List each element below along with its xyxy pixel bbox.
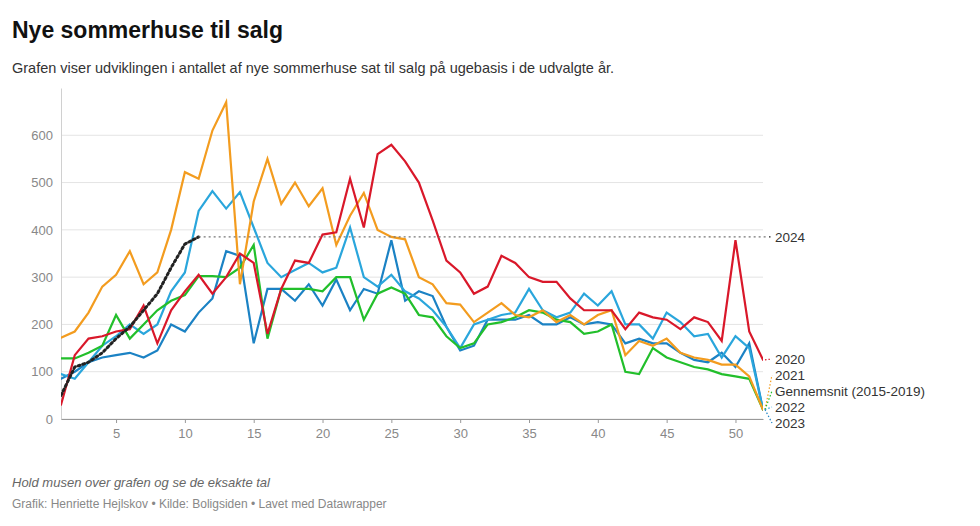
series-line bbox=[61, 191, 763, 409]
legend-label: 2020 bbox=[775, 352, 805, 367]
x-tick-label: 10 bbox=[178, 426, 192, 441]
x-tick-mark bbox=[391, 419, 392, 423]
y-tick: 0 bbox=[46, 412, 61, 427]
subtitle: Grafen viser udviklingen i antallet af n… bbox=[12, 60, 614, 76]
x-tick-mark bbox=[116, 419, 117, 423]
x-tick-mark bbox=[667, 419, 668, 423]
x-tick-label: 50 bbox=[729, 426, 743, 441]
y-tick: 200 bbox=[31, 317, 61, 332]
x-tick: 40 bbox=[591, 419, 605, 441]
legend-connector bbox=[765, 410, 772, 423]
grid-line bbox=[61, 135, 763, 136]
x-tick-mark bbox=[254, 419, 255, 423]
x-tick: 15 bbox=[247, 419, 261, 441]
x-tick-label: 45 bbox=[660, 426, 674, 441]
x-tick: 10 bbox=[178, 419, 192, 441]
series-line bbox=[61, 102, 763, 409]
series-line bbox=[61, 245, 763, 410]
x-tick-mark bbox=[598, 419, 599, 423]
y-tick-label: 300 bbox=[31, 270, 53, 285]
y-tick-label: 200 bbox=[31, 317, 53, 332]
x-tick-label: 20 bbox=[316, 426, 330, 441]
y-tick: 100 bbox=[31, 364, 61, 379]
legend-connector bbox=[765, 375, 772, 410]
title: Nye sommerhuse til salg bbox=[12, 17, 283, 43]
series-line bbox=[61, 240, 763, 409]
x-tick: 5 bbox=[113, 419, 120, 441]
grid-line bbox=[61, 419, 763, 420]
grid-line bbox=[61, 229, 763, 230]
grid-line bbox=[61, 371, 763, 372]
lines bbox=[61, 102, 763, 409]
y-tick-label: 400 bbox=[31, 223, 53, 238]
grid bbox=[61, 135, 763, 419]
reference-line bbox=[199, 236, 767, 237]
x-tick-mark bbox=[185, 419, 186, 423]
legend-connector bbox=[769, 236, 772, 237]
x-tick-label: 15 bbox=[247, 426, 261, 441]
legend-label: 2023 bbox=[775, 416, 805, 431]
x-tick: 30 bbox=[453, 419, 467, 441]
x-tick-label: 5 bbox=[113, 426, 120, 441]
y-tick-label: 500 bbox=[31, 175, 53, 190]
grid-line bbox=[61, 182, 763, 183]
x-tick-label: 25 bbox=[385, 426, 399, 441]
note: Hold musen over grafen og se de eksakte … bbox=[12, 475, 271, 490]
y-tick: 600 bbox=[31, 128, 61, 143]
source: Grafik: Henriette Hejlskov • Kilde: Boli… bbox=[12, 497, 387, 511]
x-tick-label: 40 bbox=[591, 426, 605, 441]
y-axis: 0 100 200 300 400 500 600 bbox=[31, 89, 61, 427]
y-tick: 300 bbox=[31, 270, 61, 285]
legend-label: 2022 bbox=[775, 400, 805, 415]
x-tick: 20 bbox=[316, 419, 330, 441]
y-tick-label: 0 bbox=[46, 412, 53, 427]
legend-label: 2021 bbox=[775, 368, 805, 383]
legend-connector bbox=[765, 391, 772, 410]
y-tick: 400 bbox=[31, 223, 61, 238]
legend-connector bbox=[765, 407, 772, 410]
legend-label: Gennemsnit (2015-2019) bbox=[775, 384, 925, 399]
x-tick-mark bbox=[529, 419, 530, 423]
chart: Nye sommerhuse til salg Grafen viser udvi… bbox=[0, 0, 980, 526]
x-axis: 5 10 15 20 25 30 35 40 45 50 bbox=[62, 419, 764, 441]
y-tick: 500 bbox=[31, 175, 61, 190]
legend-label: 2024 bbox=[775, 230, 806, 245]
series-line bbox=[61, 237, 199, 395]
x-tick: 35 bbox=[522, 419, 536, 441]
x-tick-label: 30 bbox=[453, 426, 467, 441]
legend-connector bbox=[765, 358, 772, 360]
y-axis-line bbox=[61, 89, 62, 420]
y-tick-label: 600 bbox=[31, 128, 53, 143]
x-tick-mark bbox=[735, 419, 736, 423]
y-tick-label: 100 bbox=[31, 364, 53, 379]
x-tick: 45 bbox=[660, 419, 674, 441]
x-tick-label: 35 bbox=[522, 426, 536, 441]
x-axis-line bbox=[62, 419, 764, 420]
x-tick: 25 bbox=[385, 419, 399, 441]
x-tick-mark bbox=[460, 419, 461, 423]
series-line bbox=[61, 145, 763, 405]
x-tick-mark bbox=[323, 419, 324, 423]
legend: 2024 20202021Gennemsnit (2015-2019)202220… bbox=[765, 230, 925, 431]
x-tick: 50 bbox=[729, 419, 743, 441]
